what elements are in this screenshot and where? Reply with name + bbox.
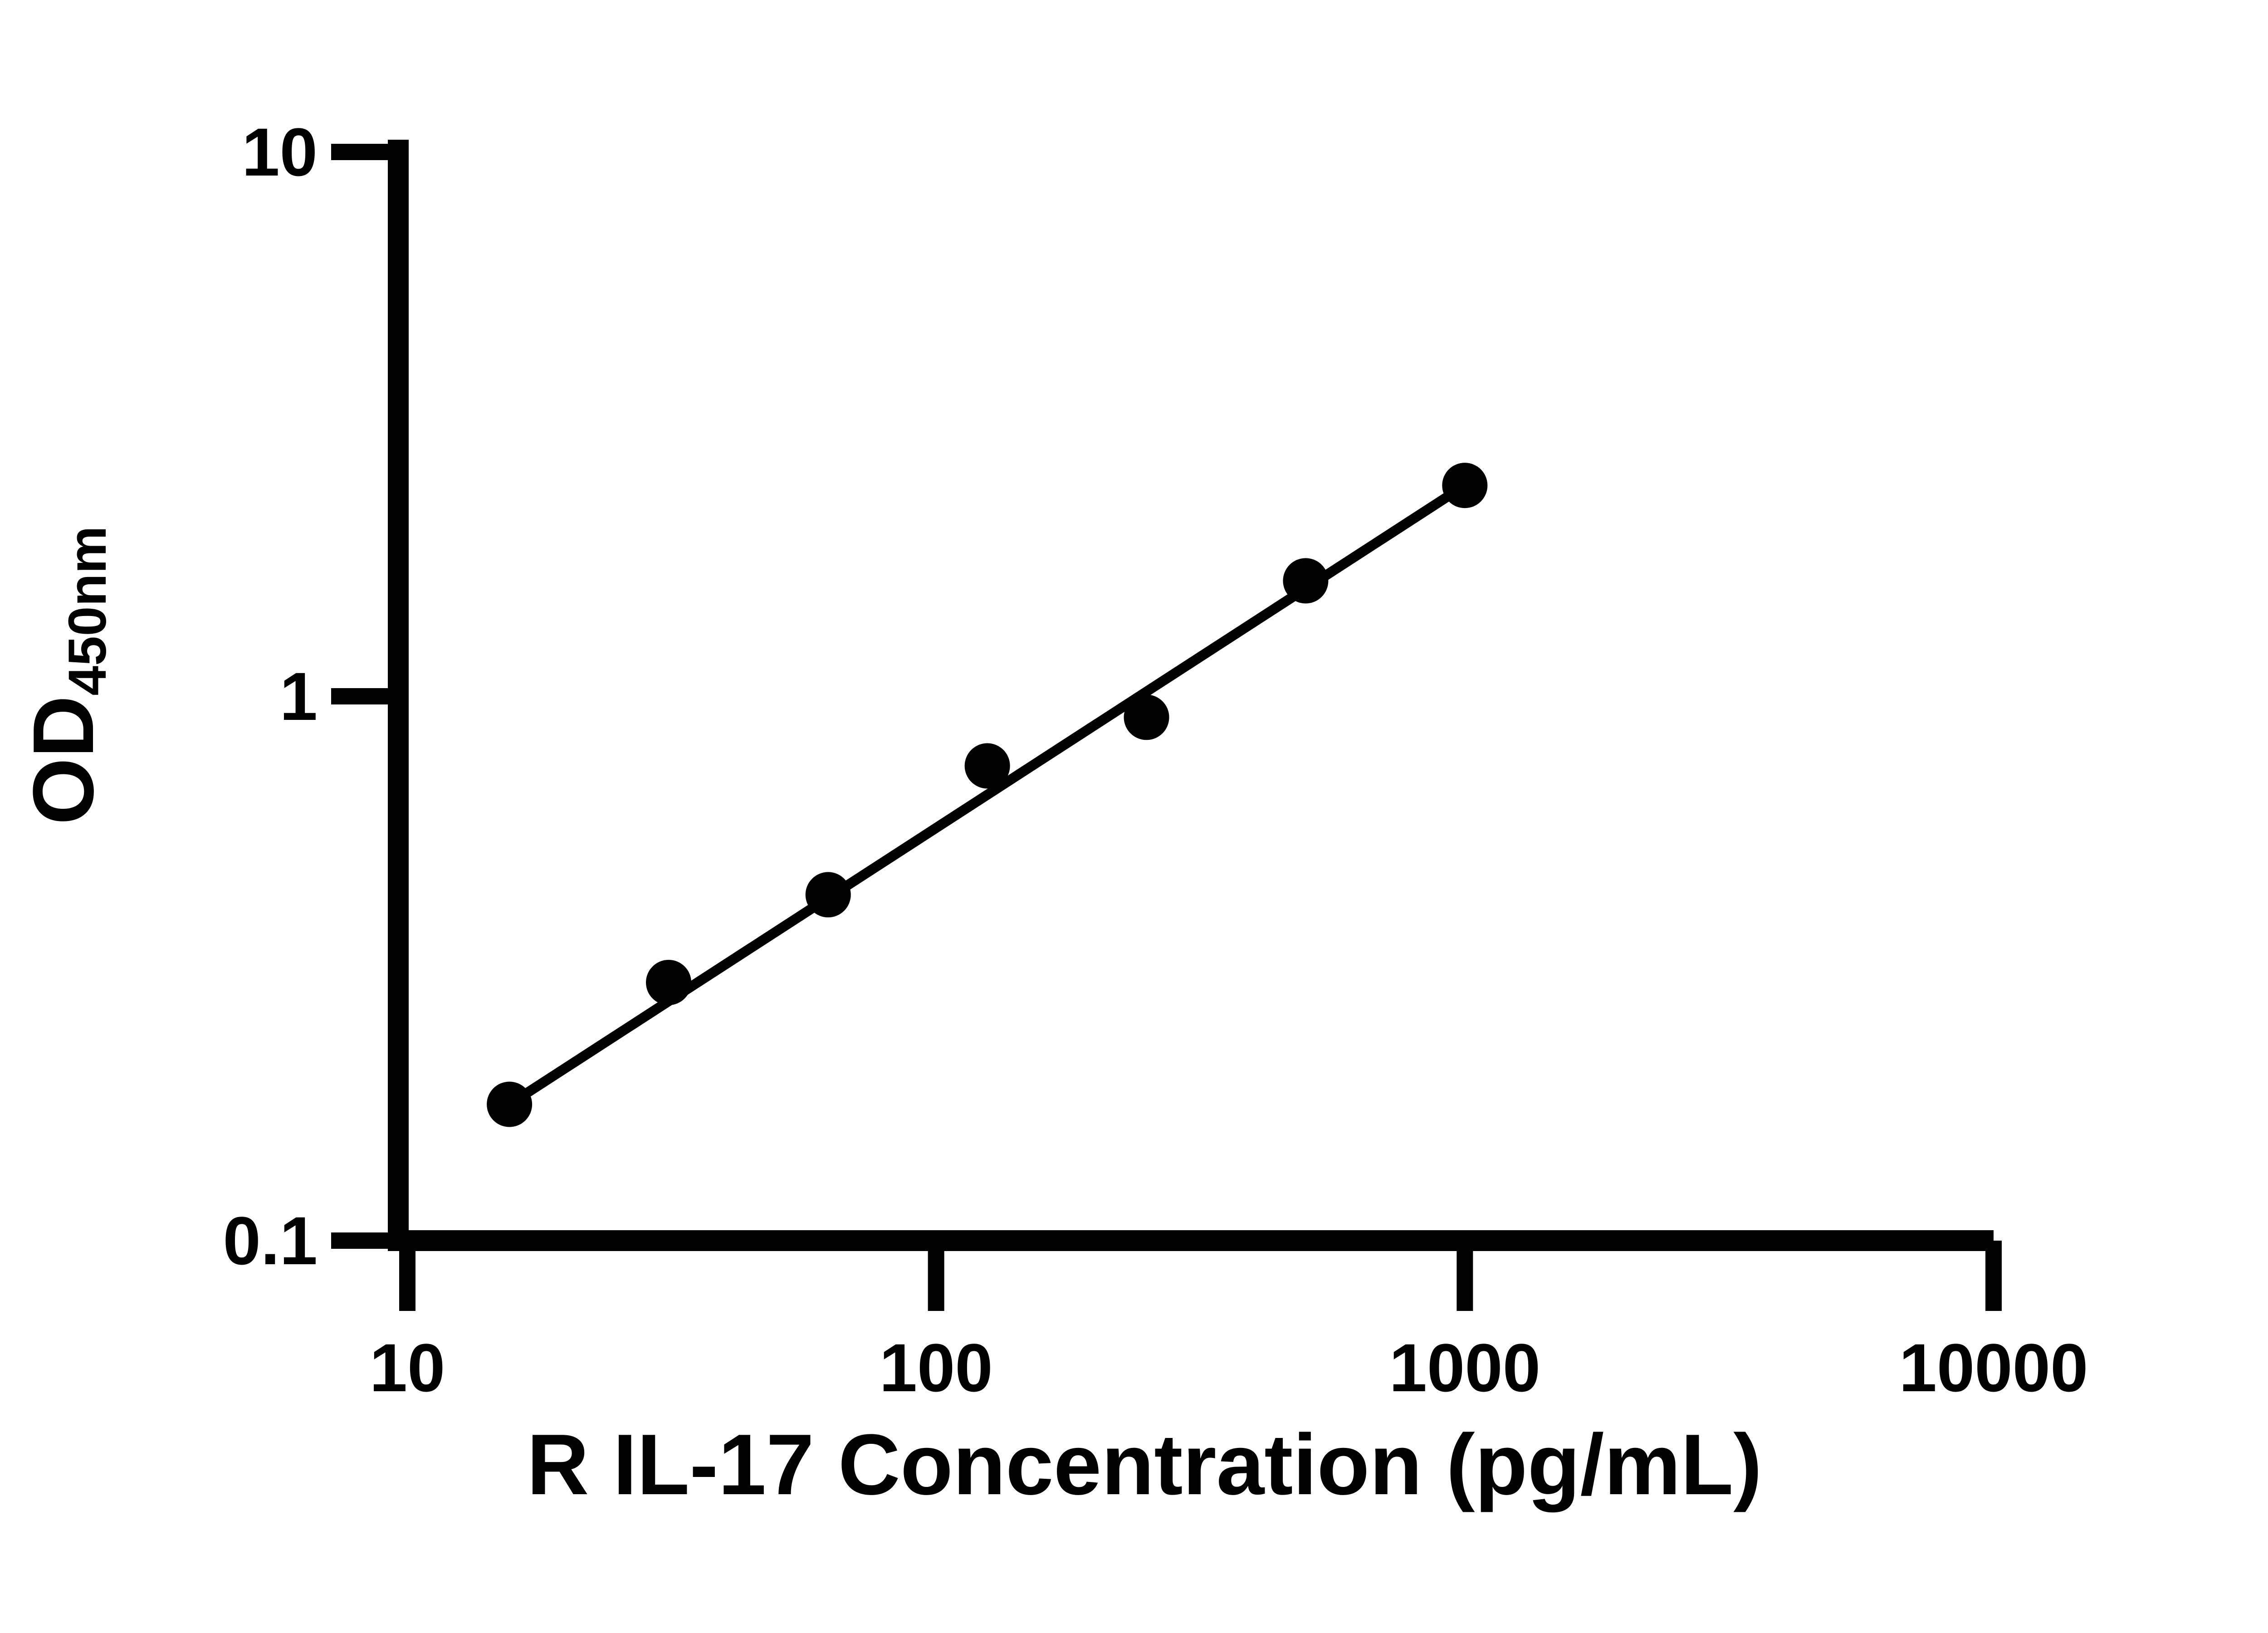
- data-point-marker: [487, 1081, 533, 1127]
- x-tick-label-1000: 1000: [1389, 1330, 1541, 1406]
- axis-spines: [388, 140, 1994, 1251]
- x-tick-label-10: 10: [369, 1330, 445, 1406]
- y-axis-title-subscript: 450nm: [58, 526, 117, 696]
- y-tick-label-0.1: 0.1: [223, 1203, 318, 1279]
- x-tick-marks: [399, 1241, 2002, 1311]
- y-axis-title: OD450nm: [14, 86, 117, 1265]
- data-point-marker: [1442, 463, 1488, 508]
- x-axis-title: R IL-17 Concentration (pg/mL): [527, 1417, 1762, 1513]
- data-point-marker: [964, 743, 1010, 789]
- y-tick-label-1: 1: [279, 658, 318, 734]
- y-tick-label-10: 10: [242, 114, 318, 190]
- data-point-marker: [805, 872, 851, 918]
- data-point-marker: [1283, 558, 1329, 604]
- x-tick-label-10000: 10000: [1899, 1330, 2088, 1406]
- y-axis-title-main: OD: [15, 695, 112, 825]
- data-point-marker: [1124, 694, 1169, 740]
- data-point-marker: [646, 959, 692, 1005]
- data-point-markers: [487, 463, 1488, 1127]
- y-tick-marks: [331, 144, 398, 1249]
- x-tick-label-100: 100: [879, 1330, 993, 1406]
